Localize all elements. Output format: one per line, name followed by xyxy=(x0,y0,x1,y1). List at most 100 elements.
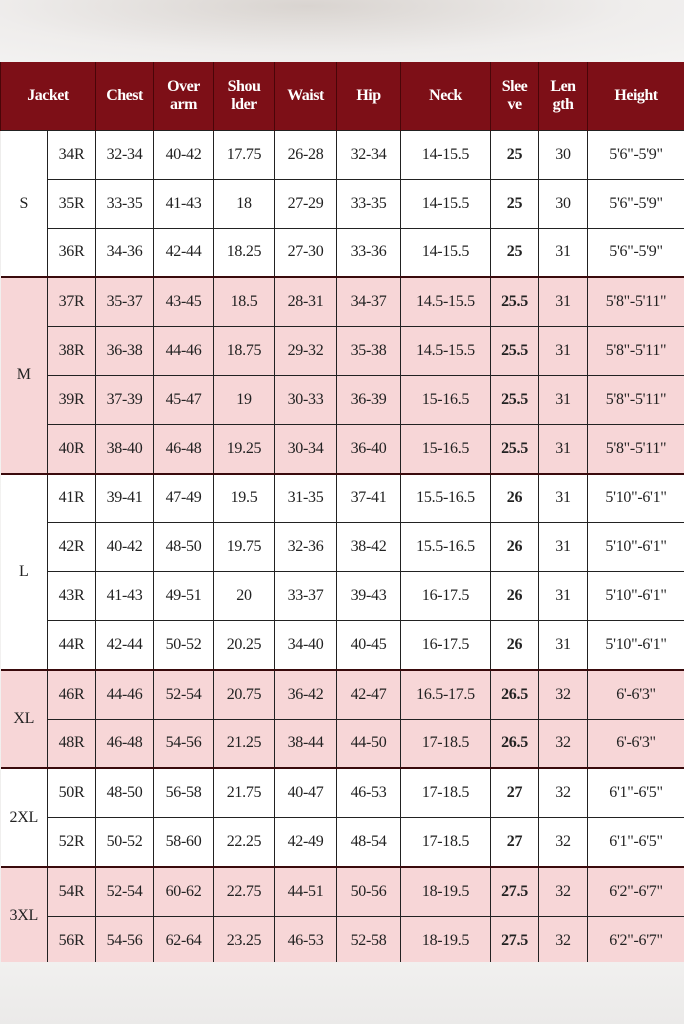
cell-jacket-code: 39R xyxy=(47,374,96,425)
table-row: 39R 37-39 45-47 19 30-33 36-39 15-16.5 25.5 31 5'… xyxy=(1,374,684,425)
cell-overarm: 56-58 xyxy=(153,767,214,819)
size-chart-table: Jacket Chest Over arm Shou lder Waist Hi… xyxy=(0,62,684,966)
cell-overarm: 58-60 xyxy=(153,817,214,868)
cell-jacket-code: 34R xyxy=(47,130,96,180)
cell-shoulder: 18.5 xyxy=(213,276,275,328)
header-shoulder: Shou lder xyxy=(213,62,275,131)
cell-height: 6'-6'3" xyxy=(587,718,684,769)
cell-chest: 38-40 xyxy=(95,423,154,475)
size-group-label: L xyxy=(0,472,48,671)
background-photo-top xyxy=(0,0,684,62)
table-row: 43R 41-43 49-51 20 33-37 39-43 16-17.5 26 31 5'10… xyxy=(1,571,684,621)
cell-neck: 16.5-17.5 xyxy=(400,668,491,720)
cell-chest: 36-38 xyxy=(95,326,154,376)
cell-height: 5'6"-5'9" xyxy=(587,178,684,229)
cell-hip: 52-58 xyxy=(336,915,401,966)
table-row: L 41R 39-41 47-49 19.5 31-35 37-41 15.5-16.5 26 3… xyxy=(0,472,684,671)
cell-overarm: 48-50 xyxy=(153,522,214,573)
cell-jacket-code: 41R xyxy=(47,472,96,524)
cell-neck: 18-19.5 xyxy=(400,915,491,966)
cell-waist: 42-49 xyxy=(274,817,337,868)
cell-jacket-code: 48R xyxy=(47,718,96,769)
header-jacket: Jacket xyxy=(0,62,96,131)
cell-height: 6'2"-6'7" xyxy=(587,865,684,917)
cell-height: 5'8"-5'11" xyxy=(587,326,684,376)
cell-sleeve: 27.5 xyxy=(490,865,539,917)
cell-neck: 16-17.5 xyxy=(400,619,491,671)
size-group-label: M xyxy=(0,276,48,475)
cell-height: 5'10"-6'1" xyxy=(587,619,684,671)
cell-sleeve: 26.5 xyxy=(490,668,539,720)
header-overarm: Over arm xyxy=(153,62,214,131)
cell-height: 5'8"-5'11" xyxy=(587,423,684,475)
cell-hip: 33-35 xyxy=(336,178,401,229)
cell-hip: 50-56 xyxy=(336,865,401,917)
cell-height: 5'8"-5'11" xyxy=(587,374,684,425)
cell-shoulder: 18 xyxy=(213,178,275,229)
cell-neck: 17-18.5 xyxy=(400,718,491,769)
cell-waist: 29-32 xyxy=(274,326,337,376)
cell-sleeve: 27.5 xyxy=(490,915,539,966)
cell-overarm: 47-49 xyxy=(153,472,214,524)
cell-chest: 32-34 xyxy=(95,130,154,180)
cell-jacket-code: 40R xyxy=(47,423,96,475)
cell-hip: 46-53 xyxy=(336,767,401,819)
cell-length: 30 xyxy=(538,178,588,229)
cell-shoulder: 22.75 xyxy=(213,865,275,917)
cell-chest: 41-43 xyxy=(95,571,154,621)
background-photo-bottom xyxy=(0,962,684,1024)
header-length: Len gth xyxy=(538,62,588,131)
cell-length: 32 xyxy=(538,718,588,769)
cell-chest: 48-50 xyxy=(95,767,154,819)
cell-jacket-code: 36R xyxy=(47,227,96,278)
cell-length: 31 xyxy=(538,571,588,621)
cell-chest: 35-37 xyxy=(95,276,154,328)
cell-shoulder: 19 xyxy=(213,374,275,425)
cell-jacket-code: 42R xyxy=(47,522,96,573)
cell-height: 5'8"-5'11" xyxy=(587,276,684,328)
cell-hip: 38-42 xyxy=(336,522,401,573)
cell-waist: 32-36 xyxy=(274,522,337,573)
cell-hip: 42-47 xyxy=(336,668,401,720)
cell-sleeve: 25.5 xyxy=(490,276,539,328)
cell-shoulder: 21.75 xyxy=(213,767,275,819)
cell-neck: 18-19.5 xyxy=(400,865,491,917)
cell-neck: 15-16.5 xyxy=(400,423,491,475)
cell-shoulder: 18.25 xyxy=(213,227,275,278)
cell-shoulder: 20.75 xyxy=(213,668,275,720)
cell-length: 32 xyxy=(538,817,588,868)
cell-sleeve: 25.5 xyxy=(490,326,539,376)
cell-overarm: 54-56 xyxy=(153,718,214,769)
cell-chest: 33-35 xyxy=(95,178,154,229)
cell-shoulder: 18.75 xyxy=(213,326,275,376)
cell-sleeve: 25.5 xyxy=(490,423,539,475)
cell-waist: 30-33 xyxy=(274,374,337,425)
cell-shoulder: 17.75 xyxy=(213,130,275,180)
cell-hip: 44-50 xyxy=(336,718,401,769)
table-row: 56R 54-56 62-64 23.25 46-53 52-58 18-19.5 27.5 3… xyxy=(1,915,684,966)
cell-neck: 14.5-15.5 xyxy=(400,276,491,328)
cell-chest: 50-52 xyxy=(95,817,154,868)
cell-neck: 14.5-15.5 xyxy=(400,326,491,376)
table-row: 52R 50-52 58-60 22.25 42-49 48-54 17-18.5 27 32 6… xyxy=(1,817,684,868)
header-chest: Chest xyxy=(95,62,154,131)
cell-sleeve: 27 xyxy=(490,767,539,819)
header-waist: Waist xyxy=(274,62,337,131)
cell-height: 5'10"-6'1" xyxy=(587,522,684,573)
cell-sleeve: 26 xyxy=(490,522,539,573)
cell-chest: 37-39 xyxy=(95,374,154,425)
cell-length: 32 xyxy=(538,767,588,819)
cell-height: 6'1"-6'5" xyxy=(587,817,684,868)
cell-jacket-code: 54R xyxy=(47,865,96,917)
cell-sleeve: 26 xyxy=(490,619,539,671)
cell-height: 5'10"-6'1" xyxy=(587,571,684,621)
cell-jacket-code: 46R xyxy=(47,668,96,720)
cell-jacket-code: 38R xyxy=(47,326,96,376)
table-row: S 34R 32-34 40-42 17.75 26-28 32-34 14-15.5 25 30… xyxy=(0,130,684,278)
cell-hip: 48-54 xyxy=(336,817,401,868)
cell-neck: 14-15.5 xyxy=(400,130,491,180)
cell-neck: 15-16.5 xyxy=(400,374,491,425)
cell-waist: 44-51 xyxy=(274,865,337,917)
table-row: 35R 33-35 41-43 18 27-29 33-35 14-15.5 25 30 5'6"… xyxy=(1,178,684,229)
size-group-label: 2XL xyxy=(0,767,48,868)
